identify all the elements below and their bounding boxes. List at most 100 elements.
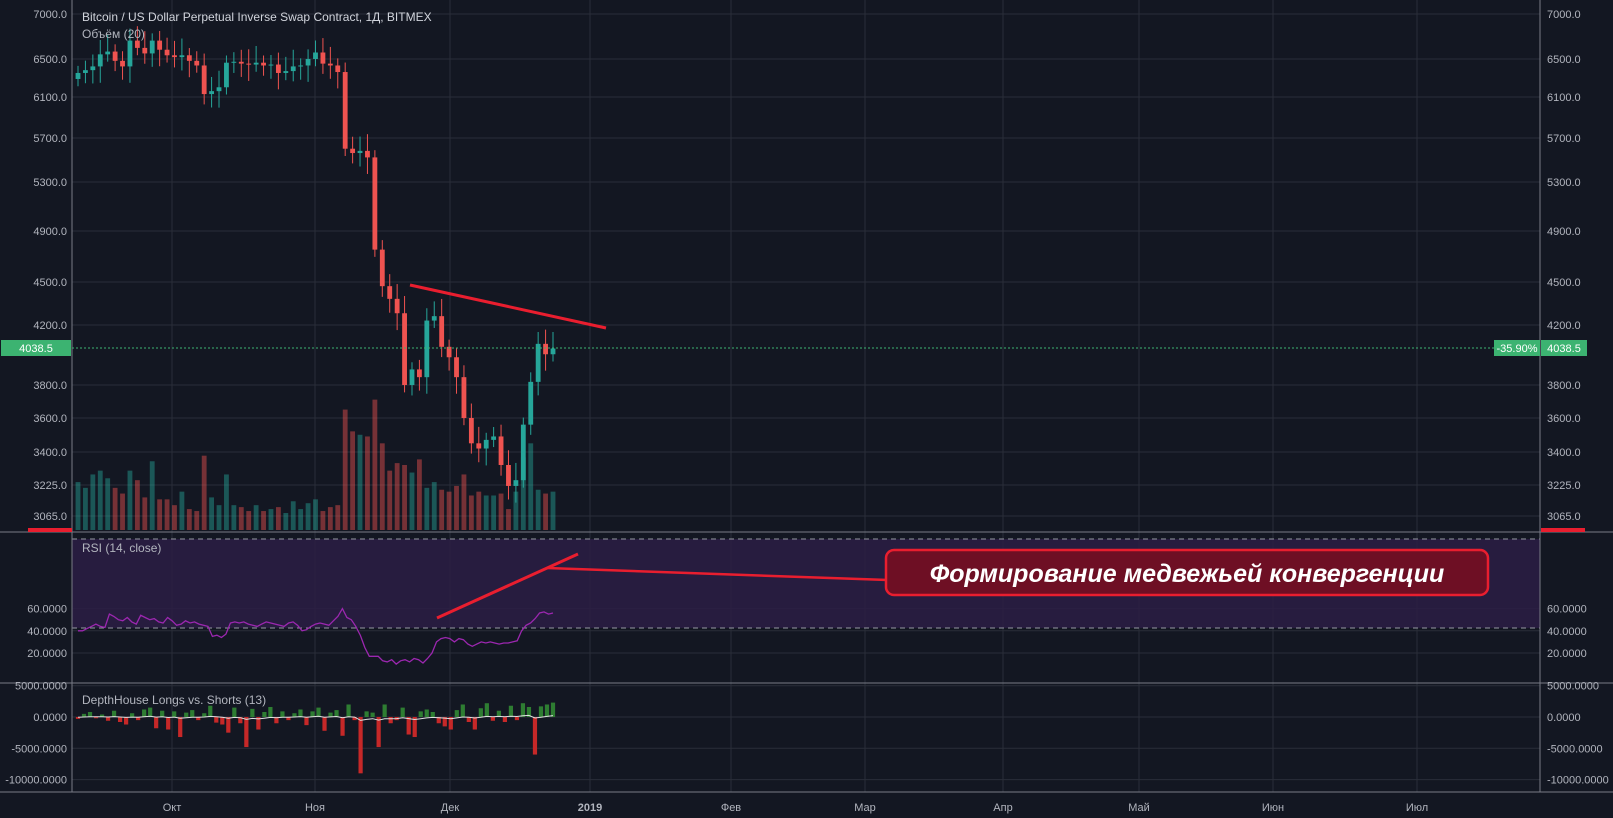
ls-bar: [442, 717, 447, 727]
price-trendline[interactable]: [409, 283, 607, 330]
price-tick-right-2: 6100.0: [1547, 92, 1581, 104]
price-tick-left-12: 3065.0: [33, 511, 67, 523]
ls-tick-left-1: 0.0000: [33, 712, 67, 724]
candle-body: [431, 316, 437, 321]
rsi-indicator-label[interactable]: RSI (14, close): [82, 541, 161, 555]
ls-bar: [358, 717, 363, 774]
candle-body: [134, 40, 140, 48]
candle-body: [550, 348, 556, 355]
price-tick-left-10: 3400.0: [33, 447, 67, 459]
ls-bar: [105, 717, 111, 721]
candle-body: [275, 64, 281, 73]
ls-bar: [472, 717, 477, 730]
price-tick-left-9: 3600.0: [33, 413, 67, 425]
volume-bar: [387, 470, 393, 530]
candle-body: [327, 63, 333, 66]
callout-pointer-line[interactable]: [546, 566, 889, 582]
time-tick-0: Окт: [163, 802, 182, 814]
ls-bar: [328, 712, 333, 717]
candle-body: [224, 62, 229, 88]
ls-bar: [190, 710, 195, 717]
time-tick-9: Июл: [1406, 802, 1428, 814]
ls-bar: [478, 708, 483, 717]
price-tick-left-6: 4500.0: [33, 277, 67, 289]
right-price-axis[interactable]: 7000.0 6500.0 6100.0 5700.0 5300.0 4900.0 4500…: [1547, 9, 1609, 787]
rsi-trendline[interactable]: [436, 552, 579, 620]
price-tick-right-12: 3065.0: [1547, 511, 1581, 523]
ls-bar: [454, 710, 459, 717]
ls-bar: [136, 717, 141, 721]
ls-bar: [466, 717, 471, 723]
candle-body: [305, 59, 311, 66]
ls-bar: [370, 712, 375, 717]
ls-bar: [196, 717, 201, 721]
ls-bar: [502, 717, 508, 723]
ls-indicator-label[interactable]: DepthHouse Longs vs. Shorts (13): [82, 693, 266, 707]
ls-bar: [310, 711, 315, 717]
candle-body: [75, 72, 81, 79]
volume-bar: [90, 474, 96, 530]
candle-body: [209, 91, 215, 95]
ls-bar: [436, 717, 441, 724]
ls-bar: [424, 709, 429, 717]
time-axis[interactable]: Окт Ноя Дек 2019 Фев Мар Апр Май Июн Июл: [163, 802, 1428, 814]
volume-bar: [535, 489, 541, 530]
ls-tick-right-3: -10000.0000: [1547, 775, 1609, 787]
candle-body: [535, 343, 541, 382]
volume-bar: [357, 434, 363, 530]
candle-body: [179, 55, 185, 58]
chart-title[interactable]: Bitcoin / US Dollar Perpetual Inverse Sw…: [82, 10, 432, 24]
ls-bar: [75, 717, 81, 719]
price-tick-left-4: 5300.0: [33, 177, 67, 189]
volume-bar: [209, 497, 215, 530]
rsi-tick-right-0: 60.0000: [1547, 604, 1587, 616]
ls-bar: [430, 711, 435, 717]
ls-bar: [514, 717, 520, 721]
candle-body: [112, 51, 118, 61]
candle-body: [424, 320, 430, 378]
volume-bar: [498, 493, 504, 530]
ls-bar: [274, 717, 279, 724]
ls-bar: [490, 717, 495, 721]
candle-body: [446, 346, 452, 358]
volume-bar: [550, 491, 556, 530]
ls-bar: [334, 710, 339, 717]
ls-bar: [111, 710, 117, 717]
volume-indicator-label[interactable]: Объём (20): [82, 27, 145, 41]
ls-bar: [340, 717, 345, 736]
annotation-callout[interactable]: Формирование медвежьей конвергенции: [884, 548, 1490, 597]
candle-body: [83, 70, 88, 73]
ls-bar: [484, 703, 489, 717]
volume-bar: [246, 511, 252, 530]
volume-bar: [520, 457, 526, 530]
candle-body: [194, 60, 200, 66]
volume-bar: [543, 493, 548, 530]
volume-bar: [305, 503, 311, 530]
price-tick-left-2: 6100.0: [33, 92, 67, 104]
volume-bar: [372, 399, 378, 530]
ls-bar: [208, 705, 213, 717]
ls-bar: [238, 717, 243, 724]
time-tick-2: Дек: [441, 802, 460, 814]
right-red-marker: [1541, 528, 1585, 532]
candle-body: [157, 40, 163, 50]
ls-bar: [123, 717, 129, 725]
ls-bar: [262, 711, 267, 717]
volume-bar: [127, 470, 133, 530]
candle-body: [379, 249, 385, 287]
volume-bar: [313, 499, 318, 530]
candle-body: [105, 51, 111, 55]
candle-body: [439, 316, 445, 347]
left-price-axis[interactable]: 7000.0 6500.0 6100.0 5700.0 5300.0 4900.0 4500…: [5, 9, 67, 787]
volume-bar: [157, 499, 163, 530]
candle-body: [127, 40, 133, 67]
ls-bar: [400, 707, 405, 717]
candle-body: [120, 60, 125, 67]
candle-body: [506, 464, 511, 486]
ls-bar: [544, 704, 550, 717]
candle-body: [468, 418, 474, 444]
volume-bar: [83, 487, 88, 530]
candle-body: [402, 313, 407, 385]
volume-bar: [120, 493, 125, 530]
